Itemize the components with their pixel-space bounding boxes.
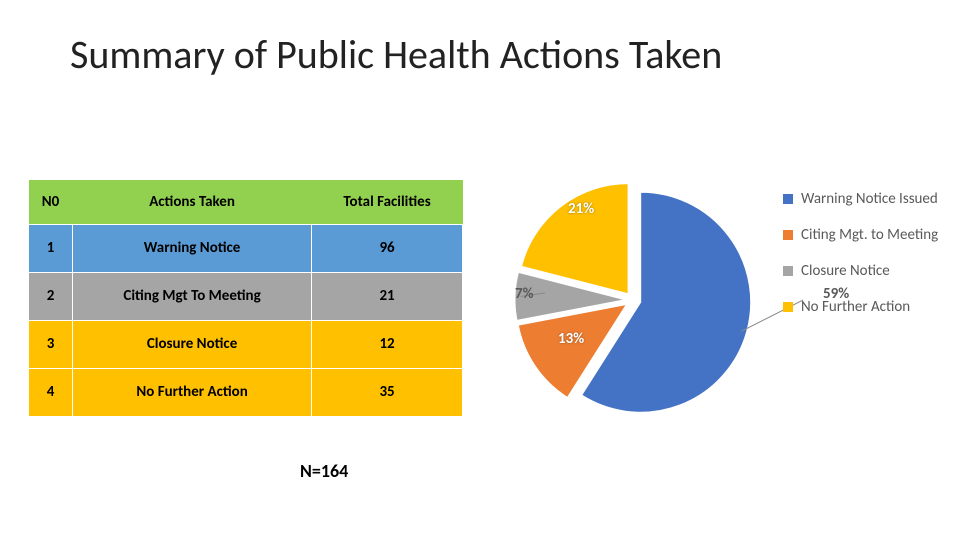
actions-table: N0 Actions Taken Total Facilities 1 Warn… bbox=[28, 180, 463, 417]
pie-chart bbox=[503, 180, 803, 440]
legend-item: No Further Action bbox=[783, 298, 938, 316]
table-row: 4 No Further Action 35 bbox=[29, 368, 463, 416]
cell-no: 2 bbox=[29, 272, 73, 320]
legend-item: Closure Notice bbox=[783, 262, 938, 280]
pie-pct-label: 59% bbox=[823, 285, 849, 303]
legend-label: Citing Mgt. to Meeting bbox=[801, 226, 938, 244]
actions-table-wrap: N0 Actions Taken Total Facilities 1 Warn… bbox=[28, 180, 463, 417]
slide: Summary of Public Health Actions Taken N… bbox=[0, 0, 960, 540]
table-header-row: N0 Actions Taken Total Facilities bbox=[29, 180, 463, 224]
cell-action: Closure Notice bbox=[73, 320, 312, 368]
footer-n: N=164 bbox=[300, 460, 348, 482]
content-area: N0 Actions Taken Total Facilities 1 Warn… bbox=[28, 180, 943, 440]
legend-label: No Further Action bbox=[801, 298, 910, 316]
cell-action: Citing Mgt To Meeting bbox=[73, 272, 312, 320]
cell-no: 4 bbox=[29, 368, 73, 416]
page-title: Summary of Public Health Actions Taken bbox=[70, 30, 722, 79]
pie-pct-label: 21% bbox=[568, 200, 594, 218]
legend-swatch bbox=[783, 266, 793, 276]
cell-total: 21 bbox=[312, 272, 463, 320]
table-row: 2 Citing Mgt To Meeting 21 bbox=[29, 272, 463, 320]
cell-total: 35 bbox=[312, 368, 463, 416]
col-header-total: Total Facilities bbox=[312, 180, 463, 224]
legend-label: Warning Notice Issued bbox=[801, 190, 938, 208]
legend-swatch bbox=[783, 194, 793, 204]
legend-swatch bbox=[783, 230, 793, 240]
cell-action: No Further Action bbox=[73, 368, 312, 416]
table-row: 3 Closure Notice 12 bbox=[29, 320, 463, 368]
pie-legend: Warning Notice Issued Citing Mgt. to Meet… bbox=[783, 190, 938, 334]
legend-swatch bbox=[783, 302, 793, 312]
legend-item: Warning Notice Issued bbox=[783, 190, 938, 208]
legend-item: Citing Mgt. to Meeting bbox=[783, 226, 938, 244]
pie-chart-area: Warning Notice Issued Citing Mgt. to Meet… bbox=[483, 180, 943, 440]
col-header-no: N0 bbox=[29, 180, 73, 224]
cell-total: 12 bbox=[312, 320, 463, 368]
legend-label: Closure Notice bbox=[801, 262, 890, 280]
pie-pct-label: 13% bbox=[558, 330, 584, 348]
table-row: 1 Warning Notice 96 bbox=[29, 224, 463, 272]
cell-total: 96 bbox=[312, 224, 463, 272]
cell-no: 1 bbox=[29, 224, 73, 272]
col-header-action: Actions Taken bbox=[73, 180, 312, 224]
cell-no: 3 bbox=[29, 320, 73, 368]
cell-action: Warning Notice bbox=[73, 224, 312, 272]
pie-pct-label: 7% bbox=[515, 285, 534, 303]
